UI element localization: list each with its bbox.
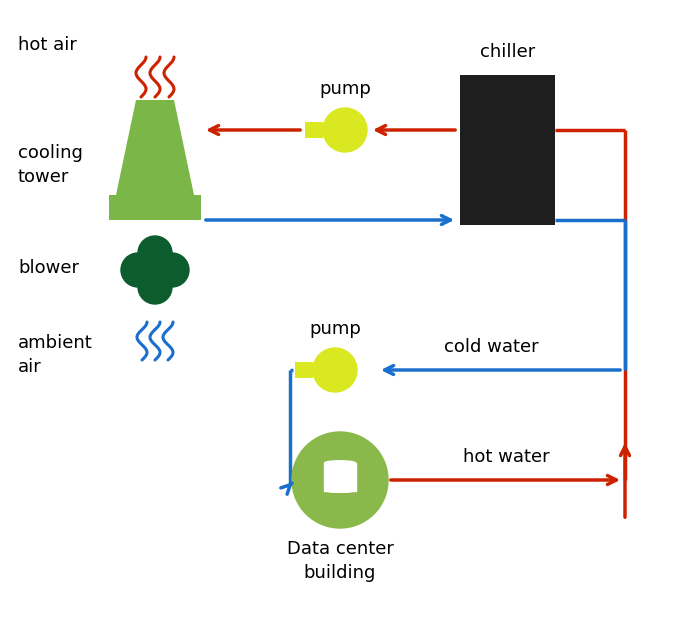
Text: hot water: hot water [463, 448, 550, 466]
Text: Data center
building: Data center building [286, 540, 394, 582]
Text: cold water: cold water [443, 338, 539, 356]
Circle shape [138, 236, 172, 270]
Ellipse shape [324, 467, 356, 472]
Circle shape [292, 432, 388, 528]
Circle shape [138, 270, 172, 304]
Text: cooling
tower: cooling tower [18, 144, 83, 186]
FancyBboxPatch shape [305, 122, 323, 138]
FancyBboxPatch shape [295, 362, 313, 378]
Ellipse shape [324, 481, 356, 486]
Polygon shape [460, 75, 555, 225]
Text: ambient
air: ambient air [18, 334, 92, 376]
Ellipse shape [324, 460, 356, 465]
Ellipse shape [324, 488, 356, 493]
Text: pump: pump [309, 320, 361, 338]
Circle shape [313, 348, 357, 392]
Polygon shape [116, 100, 194, 195]
Text: blower: blower [18, 259, 79, 277]
Text: hot air: hot air [18, 36, 77, 54]
Circle shape [121, 253, 155, 287]
Circle shape [150, 265, 160, 275]
Circle shape [323, 108, 367, 152]
Text: chiller: chiller [480, 43, 535, 61]
Polygon shape [109, 195, 201, 220]
Ellipse shape [324, 488, 356, 493]
Text: pump: pump [319, 80, 371, 98]
Circle shape [155, 253, 189, 287]
Ellipse shape [324, 474, 356, 479]
